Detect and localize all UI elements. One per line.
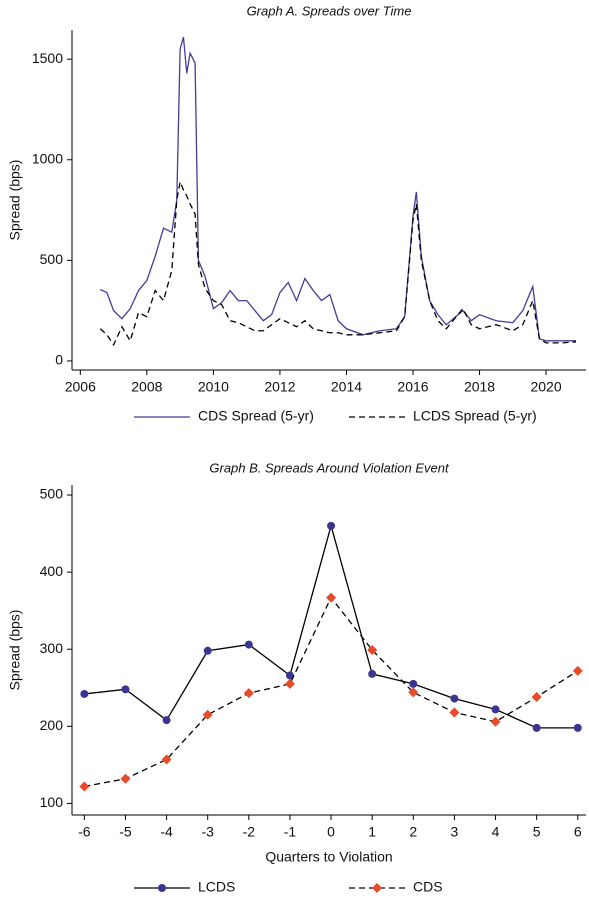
y-tick-label: 200: [40, 717, 64, 733]
point: [367, 645, 378, 655]
x-tick-label: 4: [492, 824, 500, 840]
point: [202, 709, 213, 720]
point: [531, 692, 542, 703]
legend-label: LCDS: [198, 879, 235, 895]
x-tick-label: 6: [574, 824, 582, 840]
point: [162, 716, 171, 725]
series-line: [84, 523, 578, 729]
x-tick-label: -3: [201, 824, 214, 840]
point: [409, 679, 418, 688]
series-line: [99, 179, 577, 347]
x-tick-label: 2008: [131, 379, 162, 395]
point: [244, 640, 253, 649]
point: [408, 687, 419, 698]
x-tick-label: 2018: [464, 379, 495, 395]
point: [243, 688, 254, 699]
x-tick-label: -4: [160, 824, 173, 840]
legend-marker: [372, 883, 382, 893]
x-axis-title: Quarters to Violation: [265, 849, 392, 865]
y-axis-title: Spread (bps): [7, 610, 23, 691]
chart-title: Graph B. Spreads Around Violation Event: [209, 460, 450, 475]
legend-label: CDS: [413, 879, 443, 895]
y-tick-label: 500: [40, 486, 64, 502]
point: [284, 678, 295, 689]
y-tick-label: 0: [55, 352, 63, 368]
point: [80, 689, 89, 698]
series-line: [84, 596, 579, 788]
x-tick-label: -1: [284, 824, 297, 840]
point: [491, 705, 500, 714]
legend-marker: [158, 884, 166, 892]
legend-label: LCDS Spread (5-yr): [413, 408, 537, 424]
y-tick-label: 1000: [32, 150, 63, 166]
x-tick-label: 2006: [65, 379, 96, 395]
point: [121, 685, 130, 694]
legend-label: CDS Spread (5-yr): [198, 408, 314, 424]
x-tick-label: 1: [368, 824, 376, 840]
x-tick-label: 2014: [331, 379, 362, 395]
chart-title: Graph A. Spreads over Time: [247, 3, 412, 18]
point: [573, 723, 582, 732]
x-tick-label: -2: [243, 824, 256, 840]
y-axis-title: Spread (bps): [7, 160, 23, 241]
x-tick-label: 2010: [198, 379, 229, 395]
y-tick-label: 100: [40, 794, 64, 810]
x-tick-label: 5: [533, 824, 541, 840]
x-tick-label: -5: [119, 824, 132, 840]
y-tick-label: 400: [40, 563, 64, 579]
x-tick-label: 2: [409, 824, 417, 840]
point: [532, 723, 541, 732]
x-tick-label: 2012: [264, 379, 295, 395]
point: [450, 694, 459, 703]
x-tick-label: 0: [327, 824, 335, 840]
point: [120, 773, 131, 784]
y-tick-label: 1500: [32, 50, 63, 66]
point: [161, 754, 172, 765]
series-line: [100, 36, 577, 342]
y-tick-label: 300: [40, 640, 64, 656]
point: [285, 671, 294, 680]
point: [449, 707, 460, 718]
point: [326, 592, 337, 603]
point: [327, 521, 336, 530]
point: [490, 716, 501, 727]
x-tick-label: 2020: [530, 379, 561, 395]
x-tick-label: -6: [78, 824, 91, 840]
point: [572, 665, 583, 676]
point: [203, 646, 212, 655]
x-tick-label: 2016: [397, 379, 428, 395]
x-tick-label: 3: [451, 824, 459, 840]
point: [368, 669, 377, 678]
y-tick-label: 500: [40, 251, 64, 267]
point: [79, 781, 90, 792]
